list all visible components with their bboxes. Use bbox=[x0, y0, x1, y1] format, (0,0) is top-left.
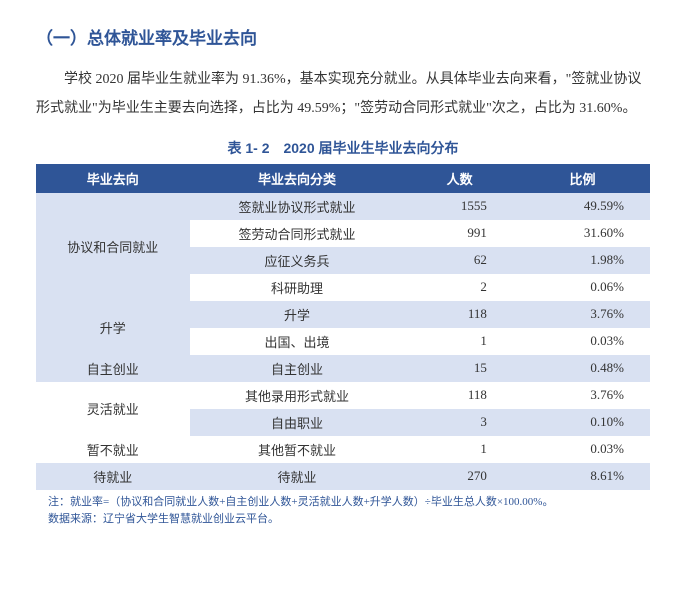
group-cell: 升学 bbox=[36, 301, 190, 355]
table-row: 暂不就业其他暂不就业10.03% bbox=[36, 436, 650, 463]
table-row: 自主创业自主创业150.48% bbox=[36, 355, 650, 382]
pct-cell: 0.03% bbox=[515, 436, 650, 463]
category-cell: 签劳动合同形式就业 bbox=[190, 220, 405, 247]
count-cell: 62 bbox=[404, 247, 515, 274]
count-cell: 270 bbox=[404, 463, 515, 490]
count-cell: 1 bbox=[404, 328, 515, 355]
table-caption: 表 1- 2 2020 届毕业生毕业去向分布 bbox=[36, 138, 650, 158]
pct-cell: 31.60% bbox=[515, 220, 650, 247]
group-cell: 自主创业 bbox=[36, 355, 190, 382]
count-cell: 1 bbox=[404, 436, 515, 463]
category-cell: 应征义务兵 bbox=[190, 247, 405, 274]
col-header-destination: 毕业去向 bbox=[36, 164, 190, 193]
category-cell: 科研助理 bbox=[190, 274, 405, 301]
col-header-count: 人数 bbox=[404, 164, 515, 193]
table-row: 待就业待就业2708.61% bbox=[36, 463, 650, 490]
pct-cell: 8.61% bbox=[515, 463, 650, 490]
pct-cell: 49.59% bbox=[515, 193, 650, 220]
group-cell: 协议和合同就业 bbox=[36, 193, 190, 301]
category-cell: 其他录用形式就业 bbox=[190, 382, 405, 409]
footnote-line-1: 注：就业率=（协议和合同就业人数+自主创业人数+灵活就业人数+升学人数）÷毕业生… bbox=[48, 494, 650, 512]
category-cell: 待就业 bbox=[190, 463, 405, 490]
count-cell: 3 bbox=[404, 409, 515, 436]
category-cell: 签就业协议形式就业 bbox=[190, 193, 405, 220]
pct-cell: 0.10% bbox=[515, 409, 650, 436]
pct-cell: 3.76% bbox=[515, 382, 650, 409]
count-cell: 118 bbox=[404, 301, 515, 328]
pct-cell: 1.98% bbox=[515, 247, 650, 274]
table-row: 协议和合同就业签就业协议形式就业155549.59% bbox=[36, 193, 650, 220]
col-header-pct: 比例 bbox=[515, 164, 650, 193]
table-row: 升学升学1183.76% bbox=[36, 301, 650, 328]
footnote-line-2: 数据来源：辽宁省大学生智慧就业创业云平台。 bbox=[48, 511, 650, 529]
col-header-category: 毕业去向分类 bbox=[190, 164, 405, 193]
pct-cell: 0.03% bbox=[515, 328, 650, 355]
pct-cell: 0.06% bbox=[515, 274, 650, 301]
pct-cell: 0.48% bbox=[515, 355, 650, 382]
category-cell: 自主创业 bbox=[190, 355, 405, 382]
section-title: （一）总体就业率及毕业去向 bbox=[36, 24, 650, 49]
table-header-row: 毕业去向 毕业去向分类 人数 比例 bbox=[36, 164, 650, 193]
category-cell: 自由职业 bbox=[190, 409, 405, 436]
category-cell: 升学 bbox=[190, 301, 405, 328]
pct-cell: 3.76% bbox=[515, 301, 650, 328]
count-cell: 1555 bbox=[404, 193, 515, 220]
body-paragraph: 学校 2020 届毕业生就业率为 91.36%，基本实现充分就业。从具体毕业去向… bbox=[36, 65, 650, 124]
table-row: 灵活就业其他录用形式就业1183.76% bbox=[36, 382, 650, 409]
footnote: 注：就业率=（协议和合同就业人数+自主创业人数+灵活就业人数+升学人数）÷毕业生… bbox=[36, 494, 650, 529]
count-cell: 118 bbox=[404, 382, 515, 409]
count-cell: 15 bbox=[404, 355, 515, 382]
group-cell: 灵活就业 bbox=[36, 382, 190, 436]
category-cell: 其他暂不就业 bbox=[190, 436, 405, 463]
destination-table: 毕业去向 毕业去向分类 人数 比例 协议和合同就业签就业协议形式就业155549… bbox=[36, 164, 650, 490]
group-cell: 暂不就业 bbox=[36, 436, 190, 463]
count-cell: 991 bbox=[404, 220, 515, 247]
count-cell: 2 bbox=[404, 274, 515, 301]
category-cell: 出国、出境 bbox=[190, 328, 405, 355]
group-cell: 待就业 bbox=[36, 463, 190, 490]
